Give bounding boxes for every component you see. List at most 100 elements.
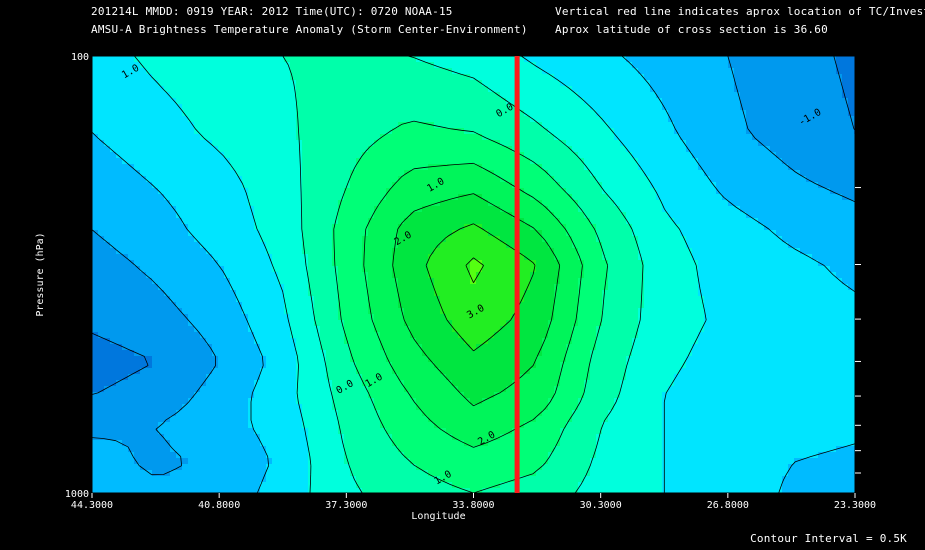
field-cell <box>356 122 363 129</box>
field-cell <box>536 104 543 111</box>
field-cell <box>710 194 717 201</box>
field-cell <box>272 206 279 213</box>
field-cell <box>758 260 765 267</box>
field-cell <box>146 242 153 249</box>
field-cell <box>326 140 333 147</box>
field-cell <box>230 98 237 105</box>
field-cell <box>422 260 429 267</box>
field-cell <box>452 218 459 225</box>
field-cell <box>506 104 513 111</box>
field-cell <box>752 182 759 189</box>
field-cell <box>458 86 465 93</box>
field-cell <box>494 164 501 171</box>
field-cell <box>104 242 111 249</box>
field-cell <box>452 128 459 135</box>
field-cell <box>440 278 447 285</box>
field-cell <box>746 80 753 87</box>
field-cell <box>434 278 441 285</box>
field-cell <box>92 290 99 297</box>
field-cell <box>656 98 663 105</box>
field-cell <box>542 194 549 201</box>
field-cell <box>596 242 603 249</box>
field-cell <box>518 98 525 105</box>
field-cell <box>482 188 489 195</box>
field-cell <box>164 278 171 285</box>
field-cell <box>110 272 117 279</box>
field-cell <box>584 230 591 237</box>
field-cell <box>788 254 795 261</box>
field-cell <box>740 242 747 249</box>
field-cell <box>464 230 471 237</box>
field-cell <box>308 266 315 273</box>
field-cell <box>272 272 279 279</box>
field-cell <box>626 218 633 225</box>
field-cell <box>746 110 753 117</box>
field-cell <box>704 230 711 237</box>
field-cell <box>338 68 345 75</box>
field-cell <box>320 200 327 207</box>
field-cell <box>578 86 585 93</box>
field-cell <box>242 194 249 201</box>
field-cell <box>224 152 231 159</box>
field-cell <box>632 80 639 87</box>
field-cell <box>470 68 477 75</box>
field-cell <box>686 182 693 189</box>
field-cell <box>788 86 795 93</box>
field-cell <box>842 224 849 231</box>
field-cell <box>734 182 741 189</box>
field-cell <box>236 194 243 201</box>
field-cell <box>746 116 753 123</box>
field-cell <box>530 188 537 195</box>
field-cell <box>722 176 729 183</box>
field-cell <box>380 92 387 99</box>
field-cell <box>122 266 129 273</box>
field-cell <box>128 134 135 141</box>
field-cell <box>710 86 717 93</box>
field-cell <box>140 182 147 189</box>
field-cell <box>242 218 249 225</box>
field-cell <box>152 242 159 249</box>
field-cell <box>278 170 285 177</box>
field-cell <box>800 194 807 201</box>
field-cell <box>296 80 303 87</box>
field-cell <box>470 98 477 105</box>
field-cell <box>392 62 399 69</box>
field-cell <box>290 152 297 159</box>
field-cell <box>458 104 465 111</box>
field-cell <box>548 188 555 195</box>
field-cell <box>482 152 489 159</box>
field-cell <box>320 242 327 249</box>
field-cell <box>788 140 795 147</box>
field-cell <box>110 104 117 111</box>
field-cell <box>542 86 549 93</box>
field-cell <box>584 68 591 75</box>
field-cell <box>254 182 261 189</box>
field-cell <box>800 182 807 189</box>
field-cell <box>410 92 417 99</box>
field-cell <box>626 152 633 159</box>
field-cell <box>434 62 441 69</box>
field-cell <box>368 170 375 177</box>
field-cell <box>308 122 315 129</box>
field-cell <box>404 188 411 195</box>
field-cell <box>446 134 453 141</box>
field-cell <box>830 170 837 177</box>
field-cell <box>266 152 273 159</box>
field-cell <box>110 284 117 291</box>
field-cell <box>530 68 537 75</box>
field-cell <box>92 80 99 87</box>
field-cell <box>788 80 795 87</box>
field-cell <box>224 242 231 249</box>
field-cell <box>758 176 765 183</box>
field-cell <box>674 62 681 69</box>
field-cell <box>356 224 363 231</box>
field-cell <box>218 80 225 87</box>
field-cell <box>422 218 429 225</box>
field-cell <box>632 140 639 147</box>
field-cell <box>110 266 117 273</box>
field-cell <box>404 266 411 273</box>
field-cell <box>818 68 825 75</box>
field-cell <box>560 164 567 171</box>
field-cell <box>650 224 657 231</box>
field-cell <box>242 62 249 69</box>
